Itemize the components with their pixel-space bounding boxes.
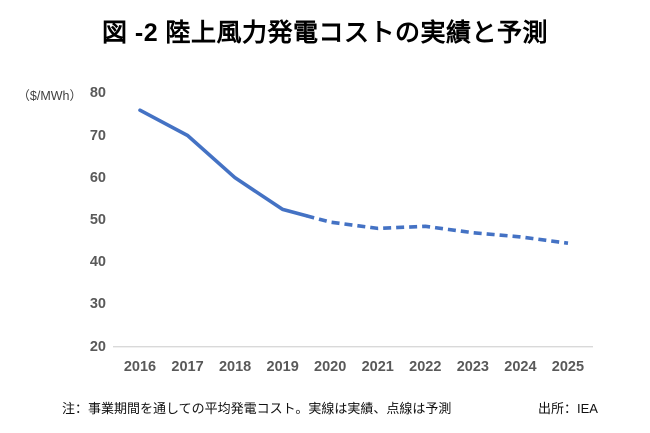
y-tick-label: 80	[89, 85, 106, 102]
x-year-label: 2018	[218, 359, 252, 375]
footnote: 注：事業期間を通しての平均発電コスト。実線は実績、点線は予測	[62, 401, 452, 416]
x-year-label: 2021	[361, 359, 394, 375]
y-tick-label: 70	[89, 127, 106, 144]
x-year-label: 2025	[551, 359, 585, 375]
cost-line-actual-solid	[138, 108, 309, 218]
source-label: 出所：IEA	[538, 401, 598, 416]
y-tick-label: 20	[89, 338, 106, 355]
cost-line-forecast-dashed	[305, 214, 569, 245]
x-year-label: 2019	[266, 359, 299, 375]
x-year-label: 2016	[123, 359, 157, 375]
y-tick-label: 40	[89, 254, 106, 271]
x-year-label: 2022	[409, 359, 442, 375]
y-tick-label: 30	[89, 296, 106, 313]
x-year-label: 2024	[504, 359, 537, 375]
chart-title: 図 -2 陸上風力発電コストの実績と予測	[101, 19, 549, 47]
x-year-label: 2023	[456, 359, 489, 375]
x-year-label: 2017	[171, 359, 204, 375]
y-tick-label: 50	[89, 211, 106, 228]
x-year-label: 2020	[314, 359, 347, 375]
y-tick-label: 60	[89, 169, 106, 186]
y-axis-unit-label: （$/MWh）	[17, 89, 82, 103]
